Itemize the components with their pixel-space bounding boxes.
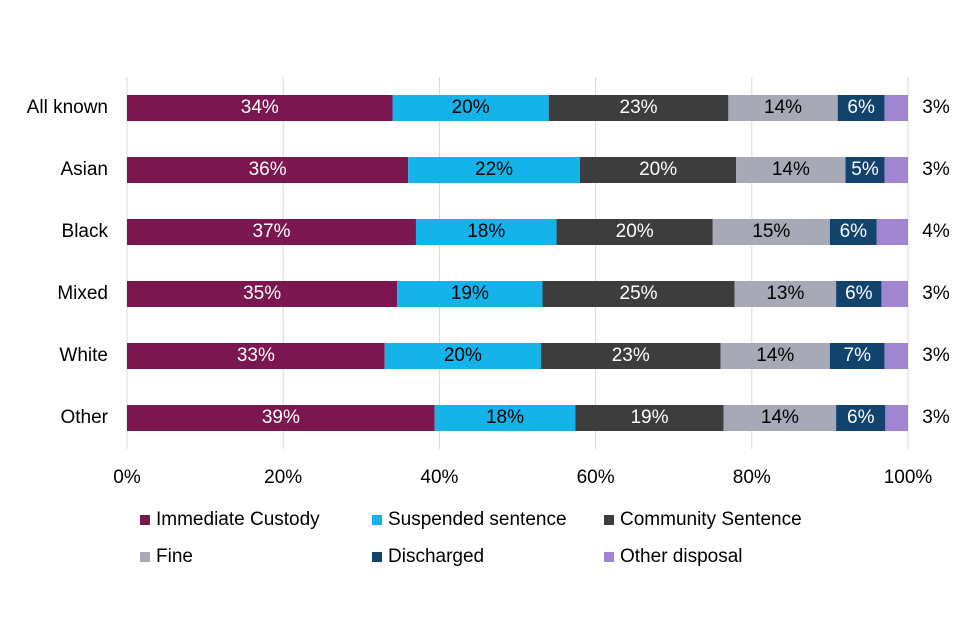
bar-segment <box>876 219 908 245</box>
y-tick-label: Asian <box>60 159 108 180</box>
bar-segment <box>548 95 729 121</box>
data-label: 3% <box>922 345 950 366</box>
data-label: 5% <box>851 159 879 180</box>
x-tick-label: 0% <box>113 467 141 488</box>
bar-segment <box>575 405 724 431</box>
bar-segment <box>837 95 885 121</box>
bar-segment <box>127 219 416 245</box>
bar-segment <box>408 157 580 183</box>
bar-segment <box>736 157 846 183</box>
data-label: 14% <box>756 345 794 366</box>
x-tick-label: 40% <box>420 467 458 488</box>
data-label: 22% <box>475 159 513 180</box>
bar-segment <box>734 281 837 307</box>
legend-label: Immediate Custody <box>156 509 320 530</box>
bar-segment <box>542 281 735 307</box>
data-label: 19% <box>451 283 489 304</box>
data-label: 3% <box>922 159 950 180</box>
bar-segment <box>728 95 838 121</box>
bar-segment <box>415 219 557 245</box>
y-tick-label: All known <box>27 97 108 118</box>
y-tick-label: Black <box>62 221 109 242</box>
data-label: 20% <box>444 345 482 366</box>
data-label: 15% <box>752 221 790 242</box>
bar-segment <box>127 281 398 307</box>
bar-segment <box>127 157 409 183</box>
data-label: 20% <box>616 221 654 242</box>
data-label: 6% <box>845 283 873 304</box>
bar-segment <box>540 343 721 369</box>
legend-swatch <box>372 515 382 525</box>
bar-segment <box>829 343 885 369</box>
legend-swatch <box>604 552 614 562</box>
data-label: 23% <box>620 97 658 118</box>
bar-segment <box>884 95 908 121</box>
data-label: 4% <box>922 221 950 242</box>
legend-swatch <box>140 552 150 562</box>
data-label: 18% <box>467 221 505 242</box>
x-tick-label: 100% <box>884 467 933 488</box>
data-label: 23% <box>612 345 650 366</box>
x-tick-label: 80% <box>733 467 771 488</box>
y-tick-label: White <box>59 345 108 366</box>
data-label: 6% <box>840 221 868 242</box>
x-tick-label: 60% <box>577 467 615 488</box>
bar-segment <box>829 219 877 245</box>
bar-segment <box>845 157 885 183</box>
data-label: 18% <box>486 407 524 428</box>
data-label: 14% <box>772 159 810 180</box>
data-label: 34% <box>241 97 279 118</box>
data-label: 7% <box>844 345 872 366</box>
data-label: 20% <box>639 159 677 180</box>
bar-segment <box>384 343 541 369</box>
bar-segment <box>723 405 837 431</box>
data-label: 3% <box>922 283 950 304</box>
bar-segment <box>434 405 576 431</box>
data-label: 39% <box>262 407 300 428</box>
y-tick-label: Other <box>60 407 108 428</box>
data-label: 6% <box>847 97 875 118</box>
data-label: 25% <box>620 283 658 304</box>
bar-segment <box>127 343 385 369</box>
data-label: 6% <box>847 407 875 428</box>
bar-segment <box>884 157 908 183</box>
legend-label: Suspended sentence <box>388 509 567 530</box>
bar-segment <box>712 219 830 245</box>
legend-swatch <box>604 515 614 525</box>
data-label: 35% <box>243 283 281 304</box>
legend-label: Other disposal <box>620 546 743 567</box>
bar-segment <box>397 281 543 307</box>
bar-segment <box>392 95 549 121</box>
legend-label: Discharged <box>388 546 484 567</box>
bar-segment <box>881 281 908 307</box>
legend-swatch <box>140 515 150 525</box>
y-tick-label: Mixed <box>57 283 108 304</box>
bar-segment <box>885 405 908 431</box>
data-label: 33% <box>237 345 275 366</box>
data-label: 36% <box>249 159 287 180</box>
bar-segment <box>720 343 830 369</box>
data-label: 20% <box>452 97 490 118</box>
bar-segment <box>836 405 886 431</box>
data-label: 13% <box>766 283 804 304</box>
data-label: 3% <box>922 407 950 428</box>
bar-segment <box>127 405 435 431</box>
legend-label: Community Sentence <box>620 509 802 530</box>
data-label: 14% <box>764 97 802 118</box>
bar-segment <box>127 95 393 121</box>
data-label: 3% <box>922 97 950 118</box>
data-label: 37% <box>252 221 290 242</box>
legend-swatch <box>372 552 382 562</box>
bar-segment <box>579 157 737 183</box>
legend-label: Fine <box>156 546 193 567</box>
bar-segment <box>836 281 882 307</box>
bar-segment <box>556 219 713 245</box>
data-label: 19% <box>630 407 668 428</box>
bar-segment <box>884 343 908 369</box>
data-label: 14% <box>761 407 799 428</box>
x-tick-label: 20% <box>264 467 302 488</box>
